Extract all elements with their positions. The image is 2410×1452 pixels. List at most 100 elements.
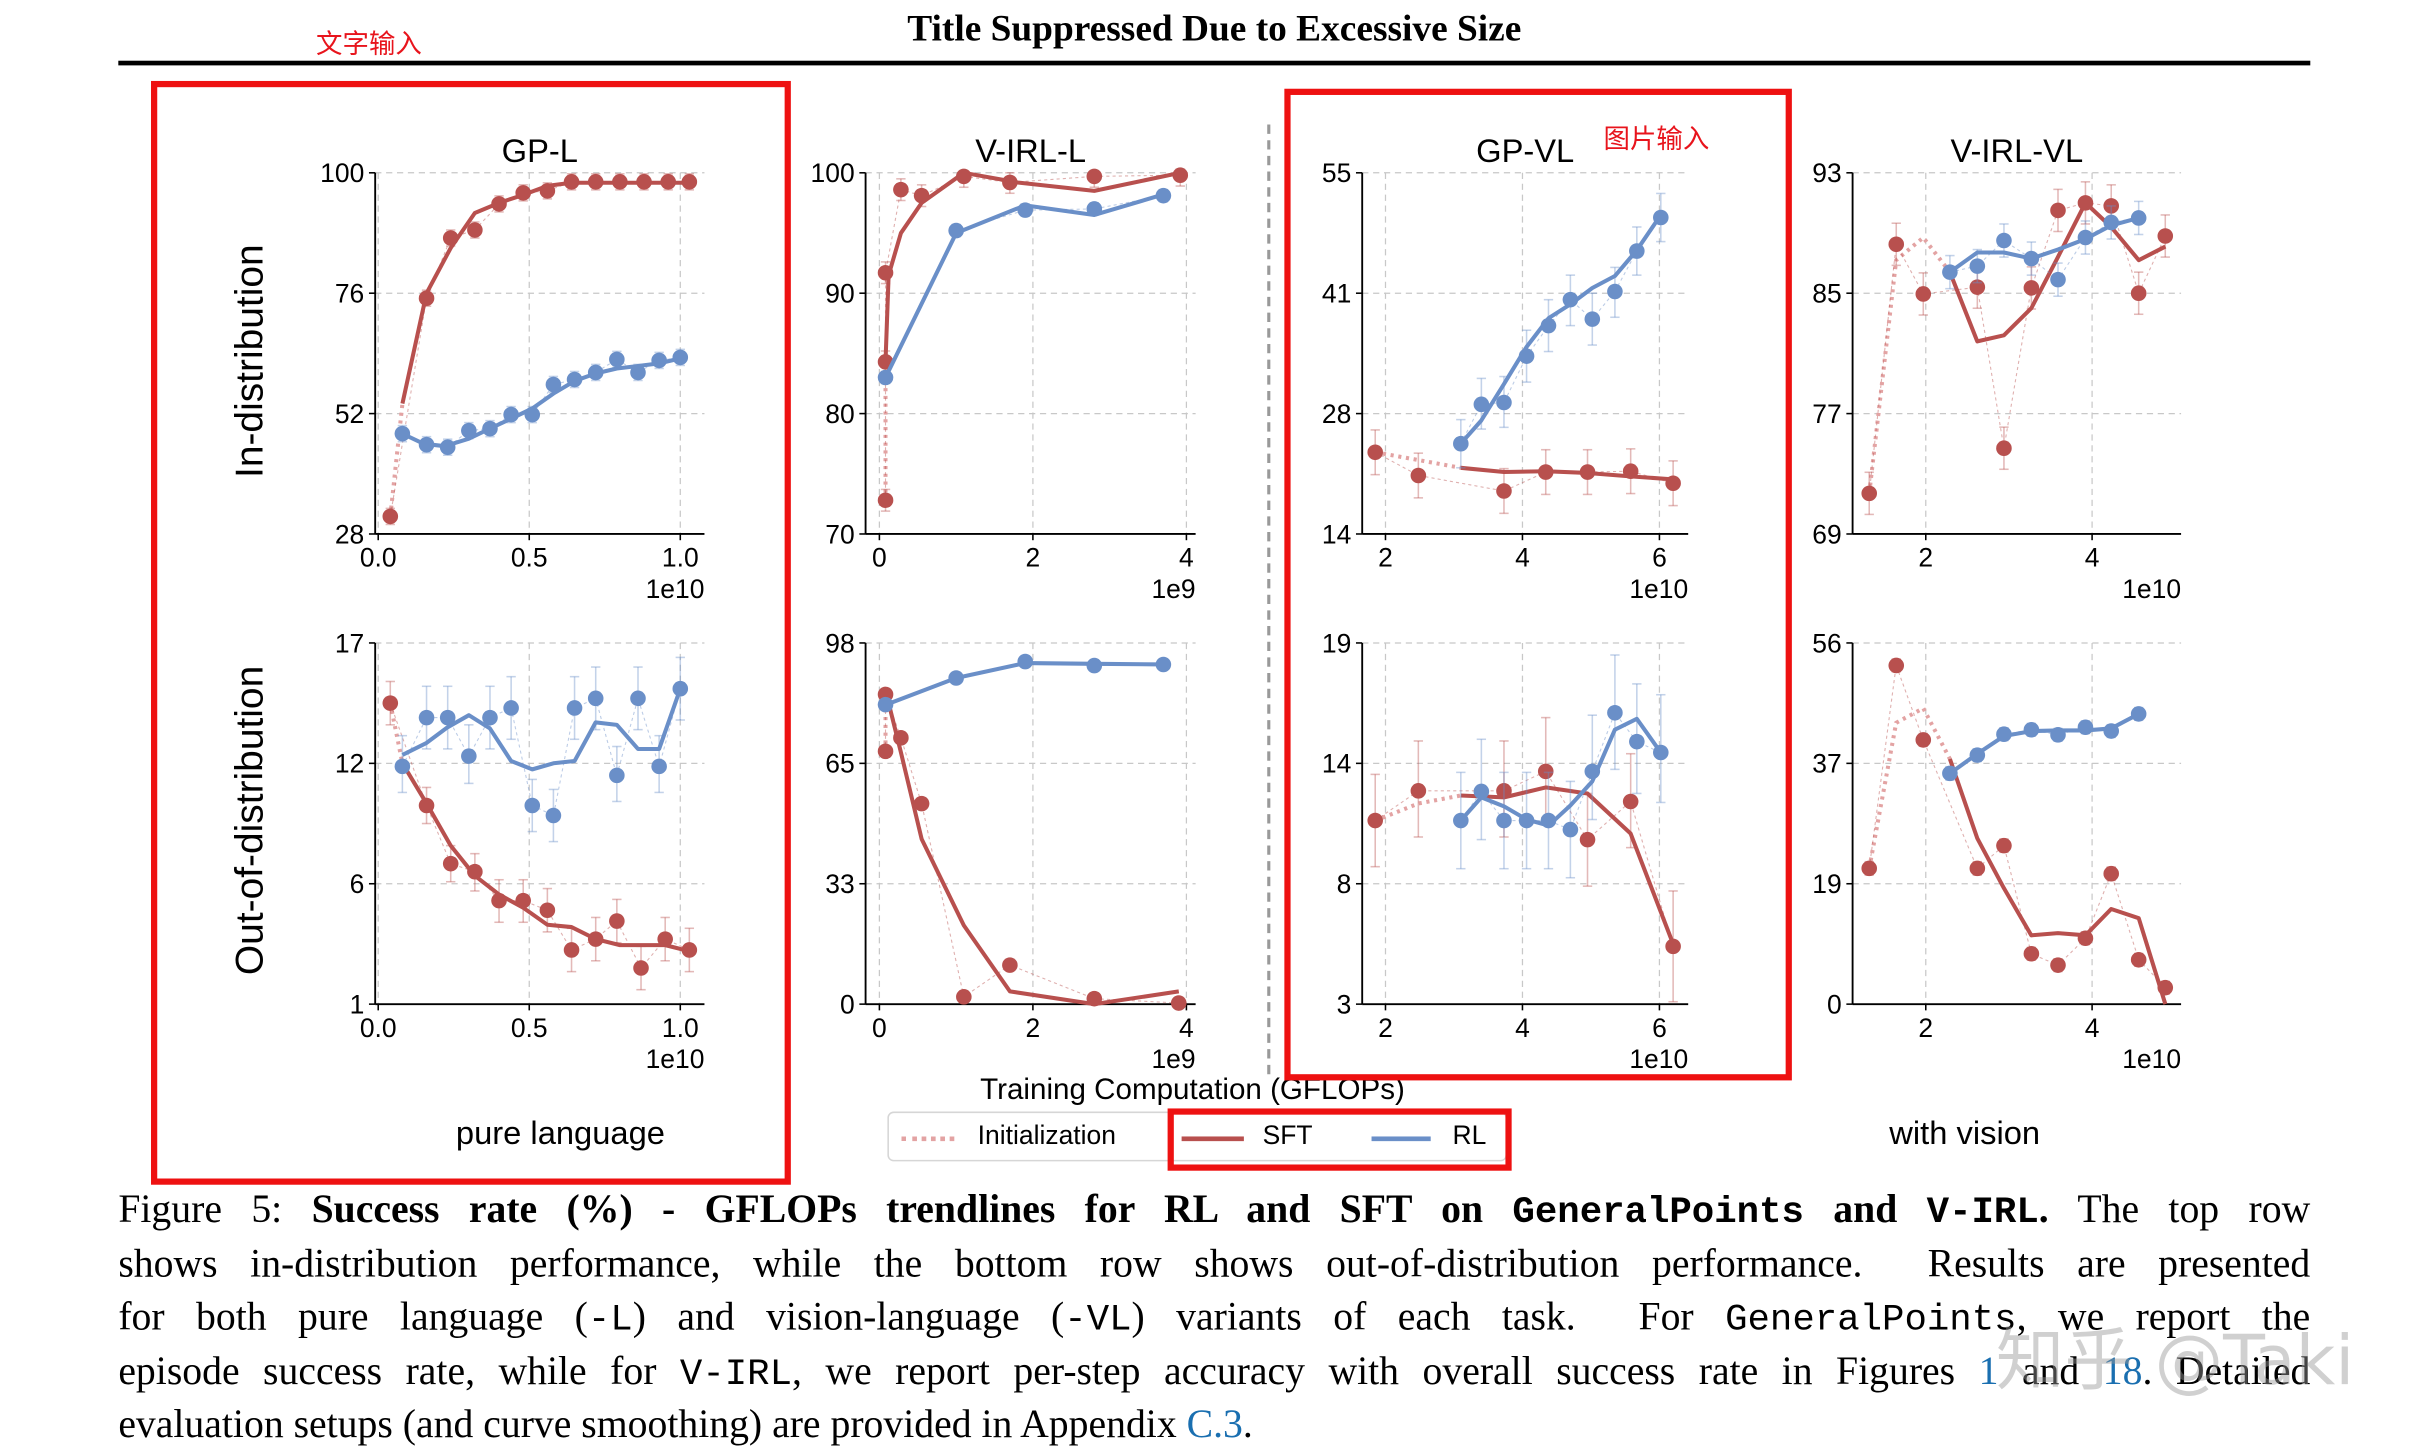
sft-data-point	[913, 187, 930, 204]
sft-data-point	[382, 508, 399, 525]
rl-data-point	[630, 364, 646, 381]
rl-data-point	[1473, 396, 1490, 413]
rl-data-point	[651, 758, 667, 775]
sft-data-point	[1622, 463, 1639, 479]
rl-data-point	[1607, 283, 1623, 300]
sft-data-point	[609, 913, 625, 929]
sft-trendline	[883, 689, 1180, 1007]
sft-data-point	[956, 989, 972, 1005]
x-multiplier-label: 1e9	[1151, 1044, 1195, 1074]
y-tick-label: 33	[825, 869, 854, 899]
y-tick-label: 93	[1812, 158, 1841, 188]
y-tick-label: 37	[1812, 749, 1841, 779]
rl-data-point	[948, 222, 964, 239]
sft-data-point	[563, 174, 580, 190]
sft-data-point	[1915, 286, 1932, 302]
sft-data-point	[563, 942, 580, 958]
rl-data-point	[1969, 747, 1986, 763]
rl-data-point	[2050, 727, 2066, 743]
rl-data-point	[503, 406, 519, 423]
legend-initialization-swatch	[901, 1136, 955, 1142]
y-tick-label: 0	[1827, 989, 1842, 1019]
y-tick-label: 76	[335, 279, 364, 309]
rl-data-point	[587, 690, 604, 707]
sft-data-point	[2130, 951, 2147, 968]
x-multiplier-label: 1e10	[2122, 574, 2181, 604]
initialization-line	[388, 403, 405, 517]
sft-trendline	[1947, 758, 2168, 1005]
subplot-title: GP-VL	[1476, 132, 1574, 169]
caption-line: Figure 5: Success rate (%) - GFLOPs tren…	[118, 1183, 2310, 1237]
legend-sft-swatch	[1181, 1136, 1244, 1142]
legend-sft-label: SFT	[1262, 1120, 1313, 1151]
sft-data-point	[1172, 167, 1189, 183]
y-tick-label: 3	[1337, 989, 1352, 1019]
x-tick-label: 6	[1652, 1013, 1667, 1043]
rl-data-point	[1996, 232, 2012, 249]
rl-data-point	[2050, 271, 2066, 288]
sft-data-point	[2103, 865, 2120, 882]
header-rule	[118, 60, 2311, 66]
sft-data-point	[2023, 945, 2040, 962]
sft-data-point	[2130, 285, 2147, 301]
rl-data-point	[1086, 657, 1103, 674]
sft-data-point	[491, 892, 507, 909]
sft-data-point	[2023, 280, 2040, 296]
sft-data-point	[515, 892, 531, 909]
sft-data-point	[1579, 831, 1596, 848]
rl-data-point	[2130, 210, 2147, 226]
x-multiplier-label: 1e9	[1151, 574, 1195, 604]
y-tick-label: 100	[320, 158, 364, 188]
y-tick-label: 8	[1337, 869, 1352, 899]
sft-data-point	[1002, 957, 1018, 973]
rl-data-point	[394, 758, 411, 775]
y-tick-label: 90	[825, 279, 854, 309]
rl-data-point	[2023, 721, 2040, 738]
sft-data-point	[515, 185, 531, 201]
sft-data-point	[1861, 485, 1878, 502]
rl-data-point	[609, 351, 625, 368]
rl-data-point	[1453, 812, 1469, 829]
sft-data-point	[442, 855, 459, 872]
sft-data-point	[893, 730, 909, 746]
sft-data-point	[681, 174, 698, 190]
rl-trendline	[1948, 712, 2140, 776]
rl-data-point	[672, 680, 689, 697]
y-tick-label: 6	[350, 869, 365, 899]
caption-reference-link[interactable]: 18	[2102, 1347, 2143, 1393]
rl-trendline	[883, 192, 1164, 379]
rl-data-point	[524, 797, 541, 814]
x-tick-label: 1.0	[662, 543, 699, 573]
x-tick-label: 6	[1652, 543, 1667, 573]
group-separator	[1267, 124, 1271, 1075]
sft-data-point	[612, 174, 628, 190]
initialization-line	[388, 702, 405, 764]
rl-data-point	[2077, 719, 2094, 736]
caption-reference-link[interactable]: C.3	[1186, 1401, 1243, 1447]
rl-data-point	[1653, 209, 1669, 226]
sft-data-point	[539, 902, 556, 919]
sft-data-point	[2077, 195, 2094, 211]
rl-data-point	[461, 422, 477, 439]
watermark: 知乎 @Taki	[1995, 1321, 2355, 1402]
rl-data-point	[2130, 706, 2147, 722]
rl-trendline	[884, 661, 1164, 707]
rl-data-point	[672, 349, 689, 366]
legend-rl-label: RL	[1452, 1120, 1487, 1151]
sft-data-point	[1665, 938, 1681, 955]
running-header-title: Title Suppressed Due to Excessive Size	[907, 9, 1522, 50]
caption-text: and	[1998, 1347, 2103, 1393]
sft-data-point	[1622, 793, 1639, 810]
x-multiplier-label: 1e10	[2122, 1044, 2181, 1074]
rl-raw-connector	[1949, 713, 2140, 774]
y-tick-label: 0	[840, 989, 855, 1019]
x-tick-label: 0.5	[511, 1013, 548, 1043]
sft-data-point	[1888, 236, 1905, 253]
sft-data-point	[1170, 995, 1187, 1011]
sft-data-point	[491, 196, 507, 212]
caption-reference-link[interactable]: 1	[1978, 1347, 1999, 1393]
